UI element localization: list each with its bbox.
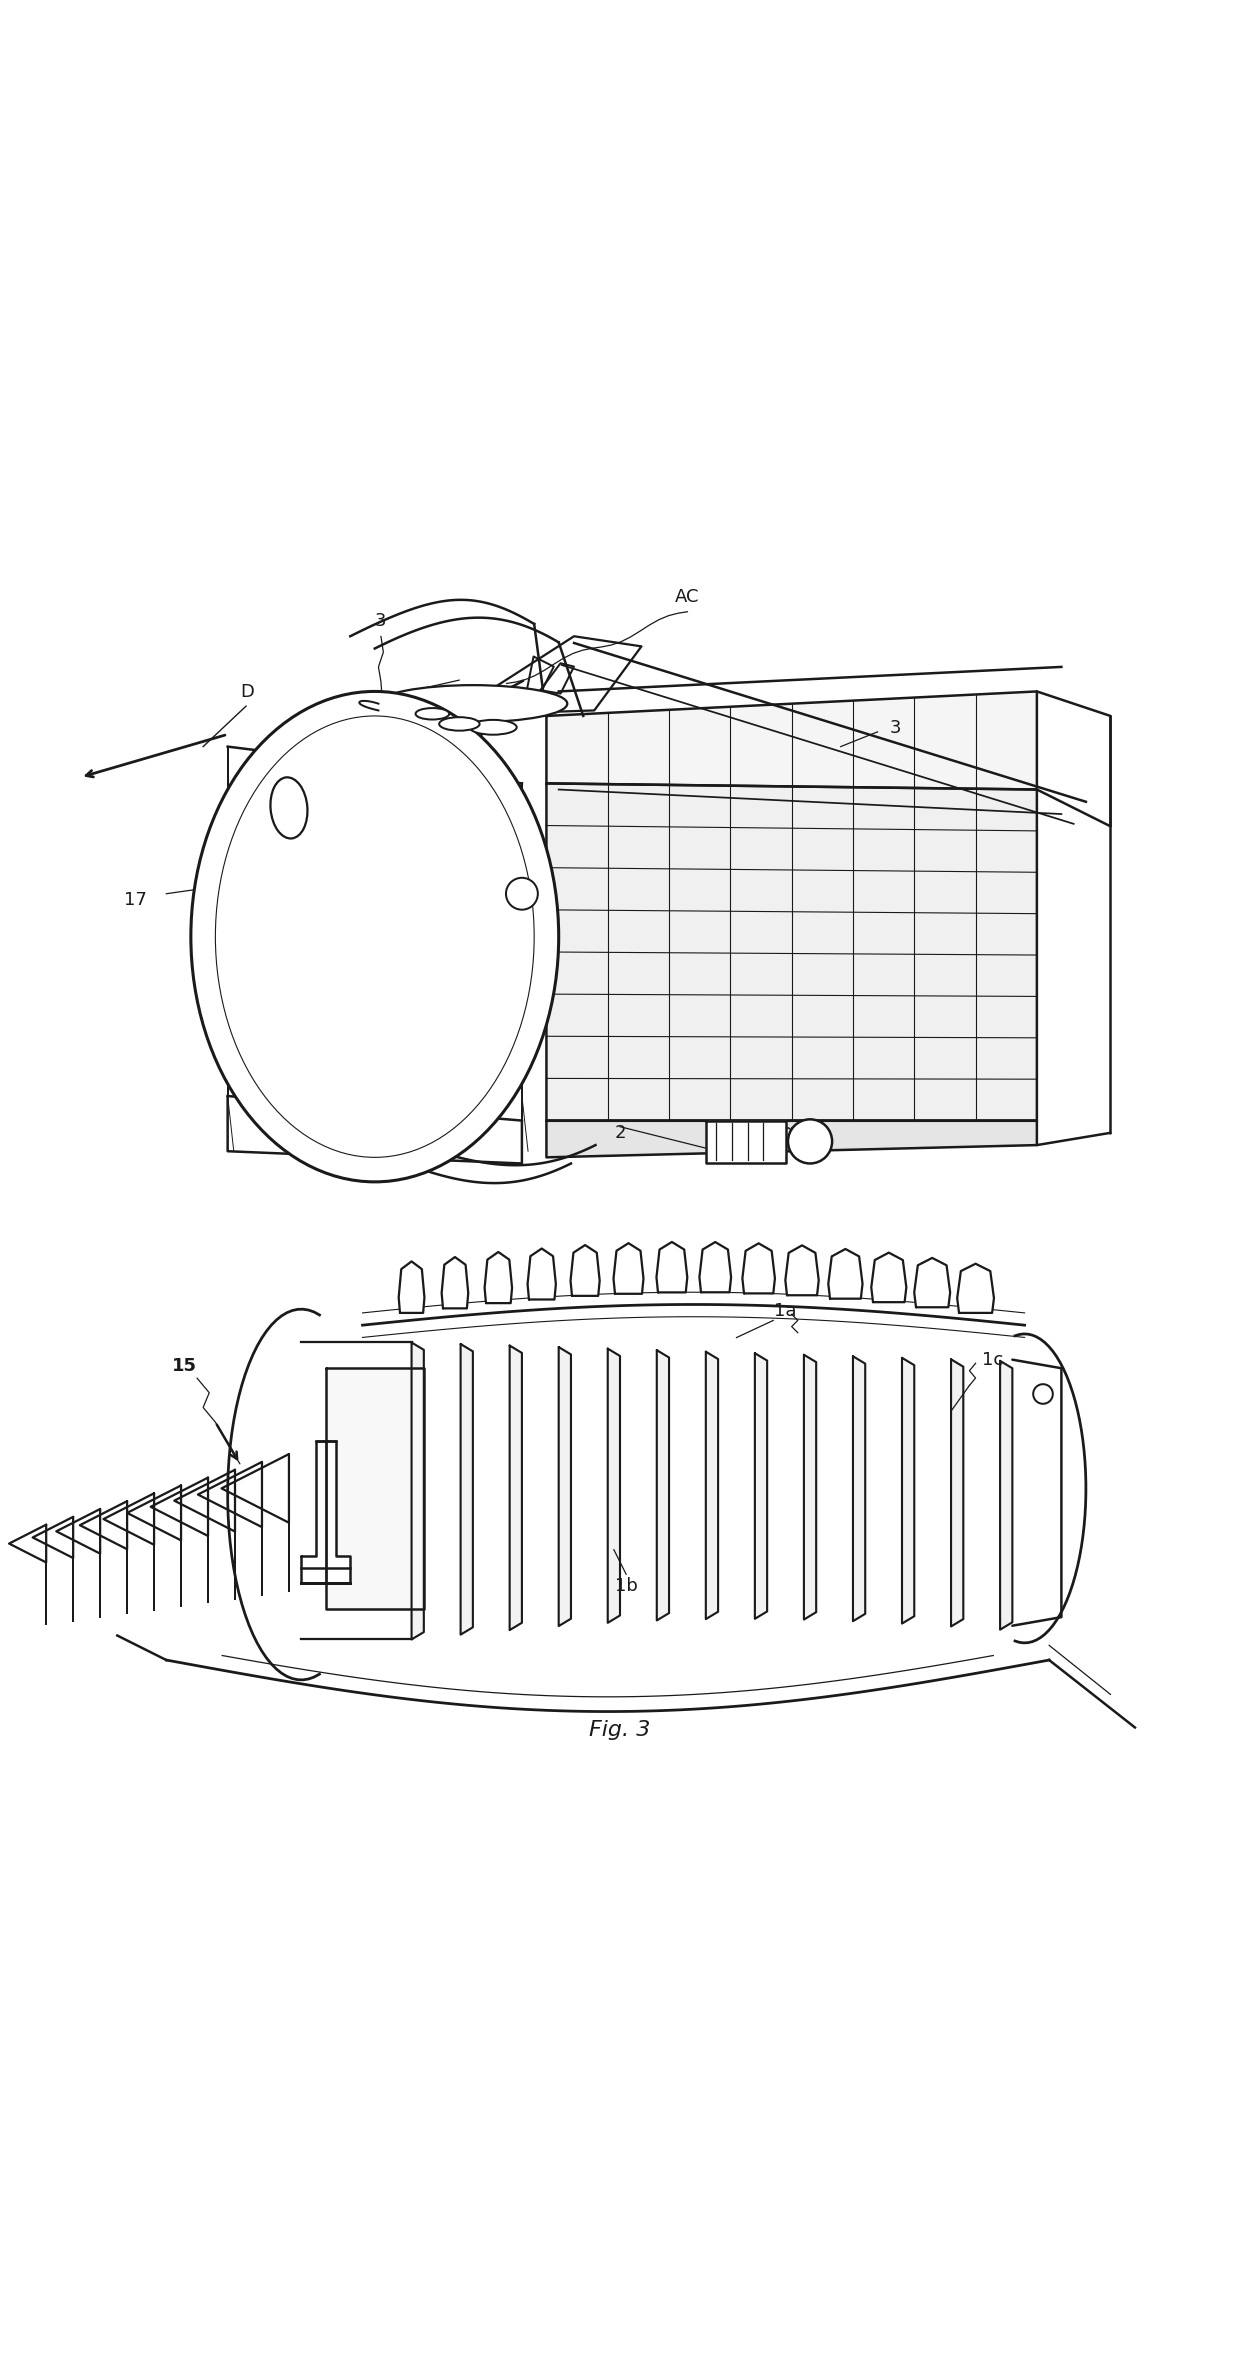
Text: Fig. 2: Fig. 2	[761, 1124, 822, 1143]
Polygon shape	[547, 1121, 1037, 1157]
Circle shape	[1033, 1385, 1053, 1404]
Polygon shape	[559, 1347, 570, 1625]
Polygon shape	[804, 1354, 816, 1620]
Polygon shape	[828, 1250, 863, 1300]
Polygon shape	[614, 1243, 644, 1295]
Text: 15: 15	[172, 1357, 197, 1376]
Polygon shape	[570, 1245, 600, 1295]
Text: 1c: 1c	[982, 1350, 1003, 1369]
Ellipse shape	[191, 691, 559, 1181]
Polygon shape	[485, 1252, 512, 1302]
Ellipse shape	[470, 720, 517, 734]
Polygon shape	[441, 1257, 469, 1309]
Polygon shape	[399, 1262, 424, 1314]
Ellipse shape	[378, 684, 567, 722]
Polygon shape	[914, 1257, 950, 1307]
Circle shape	[787, 1119, 832, 1164]
Polygon shape	[706, 1352, 718, 1618]
Polygon shape	[872, 1252, 906, 1302]
Polygon shape	[901, 1357, 914, 1623]
Polygon shape	[460, 1345, 472, 1635]
Polygon shape	[608, 1350, 620, 1623]
Text: AC: AC	[676, 587, 699, 606]
Polygon shape	[657, 1350, 670, 1620]
Polygon shape	[547, 784, 1037, 1121]
Polygon shape	[527, 1247, 556, 1300]
Polygon shape	[412, 1342, 424, 1639]
Polygon shape	[706, 1121, 785, 1164]
Text: D: D	[239, 684, 254, 701]
Text: 17: 17	[124, 891, 148, 910]
Polygon shape	[755, 1354, 768, 1618]
Polygon shape	[1001, 1361, 1012, 1630]
Text: 17: 17	[467, 763, 491, 782]
Text: 3: 3	[376, 613, 387, 630]
Polygon shape	[326, 1369, 424, 1609]
Polygon shape	[743, 1243, 775, 1293]
Circle shape	[506, 877, 538, 910]
Polygon shape	[785, 1245, 818, 1295]
Polygon shape	[301, 1442, 350, 1582]
Polygon shape	[957, 1264, 994, 1314]
Text: 3: 3	[890, 720, 901, 737]
Ellipse shape	[439, 718, 480, 732]
Polygon shape	[547, 691, 1037, 789]
Polygon shape	[510, 1345, 522, 1630]
Text: 2: 2	[614, 1124, 626, 1143]
Polygon shape	[527, 656, 554, 694]
Polygon shape	[853, 1357, 866, 1620]
Polygon shape	[541, 663, 574, 694]
Polygon shape	[656, 1243, 687, 1293]
Text: 1b: 1b	[615, 1578, 637, 1597]
Text: 1a: 1a	[774, 1302, 797, 1319]
Polygon shape	[699, 1243, 732, 1293]
Text: Fig. 3: Fig. 3	[589, 1720, 651, 1739]
Ellipse shape	[270, 777, 308, 839]
Polygon shape	[951, 1359, 963, 1628]
Ellipse shape	[415, 708, 449, 720]
